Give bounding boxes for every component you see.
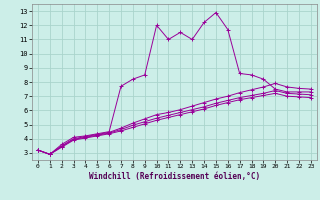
- X-axis label: Windchill (Refroidissement éolien,°C): Windchill (Refroidissement éolien,°C): [89, 172, 260, 181]
